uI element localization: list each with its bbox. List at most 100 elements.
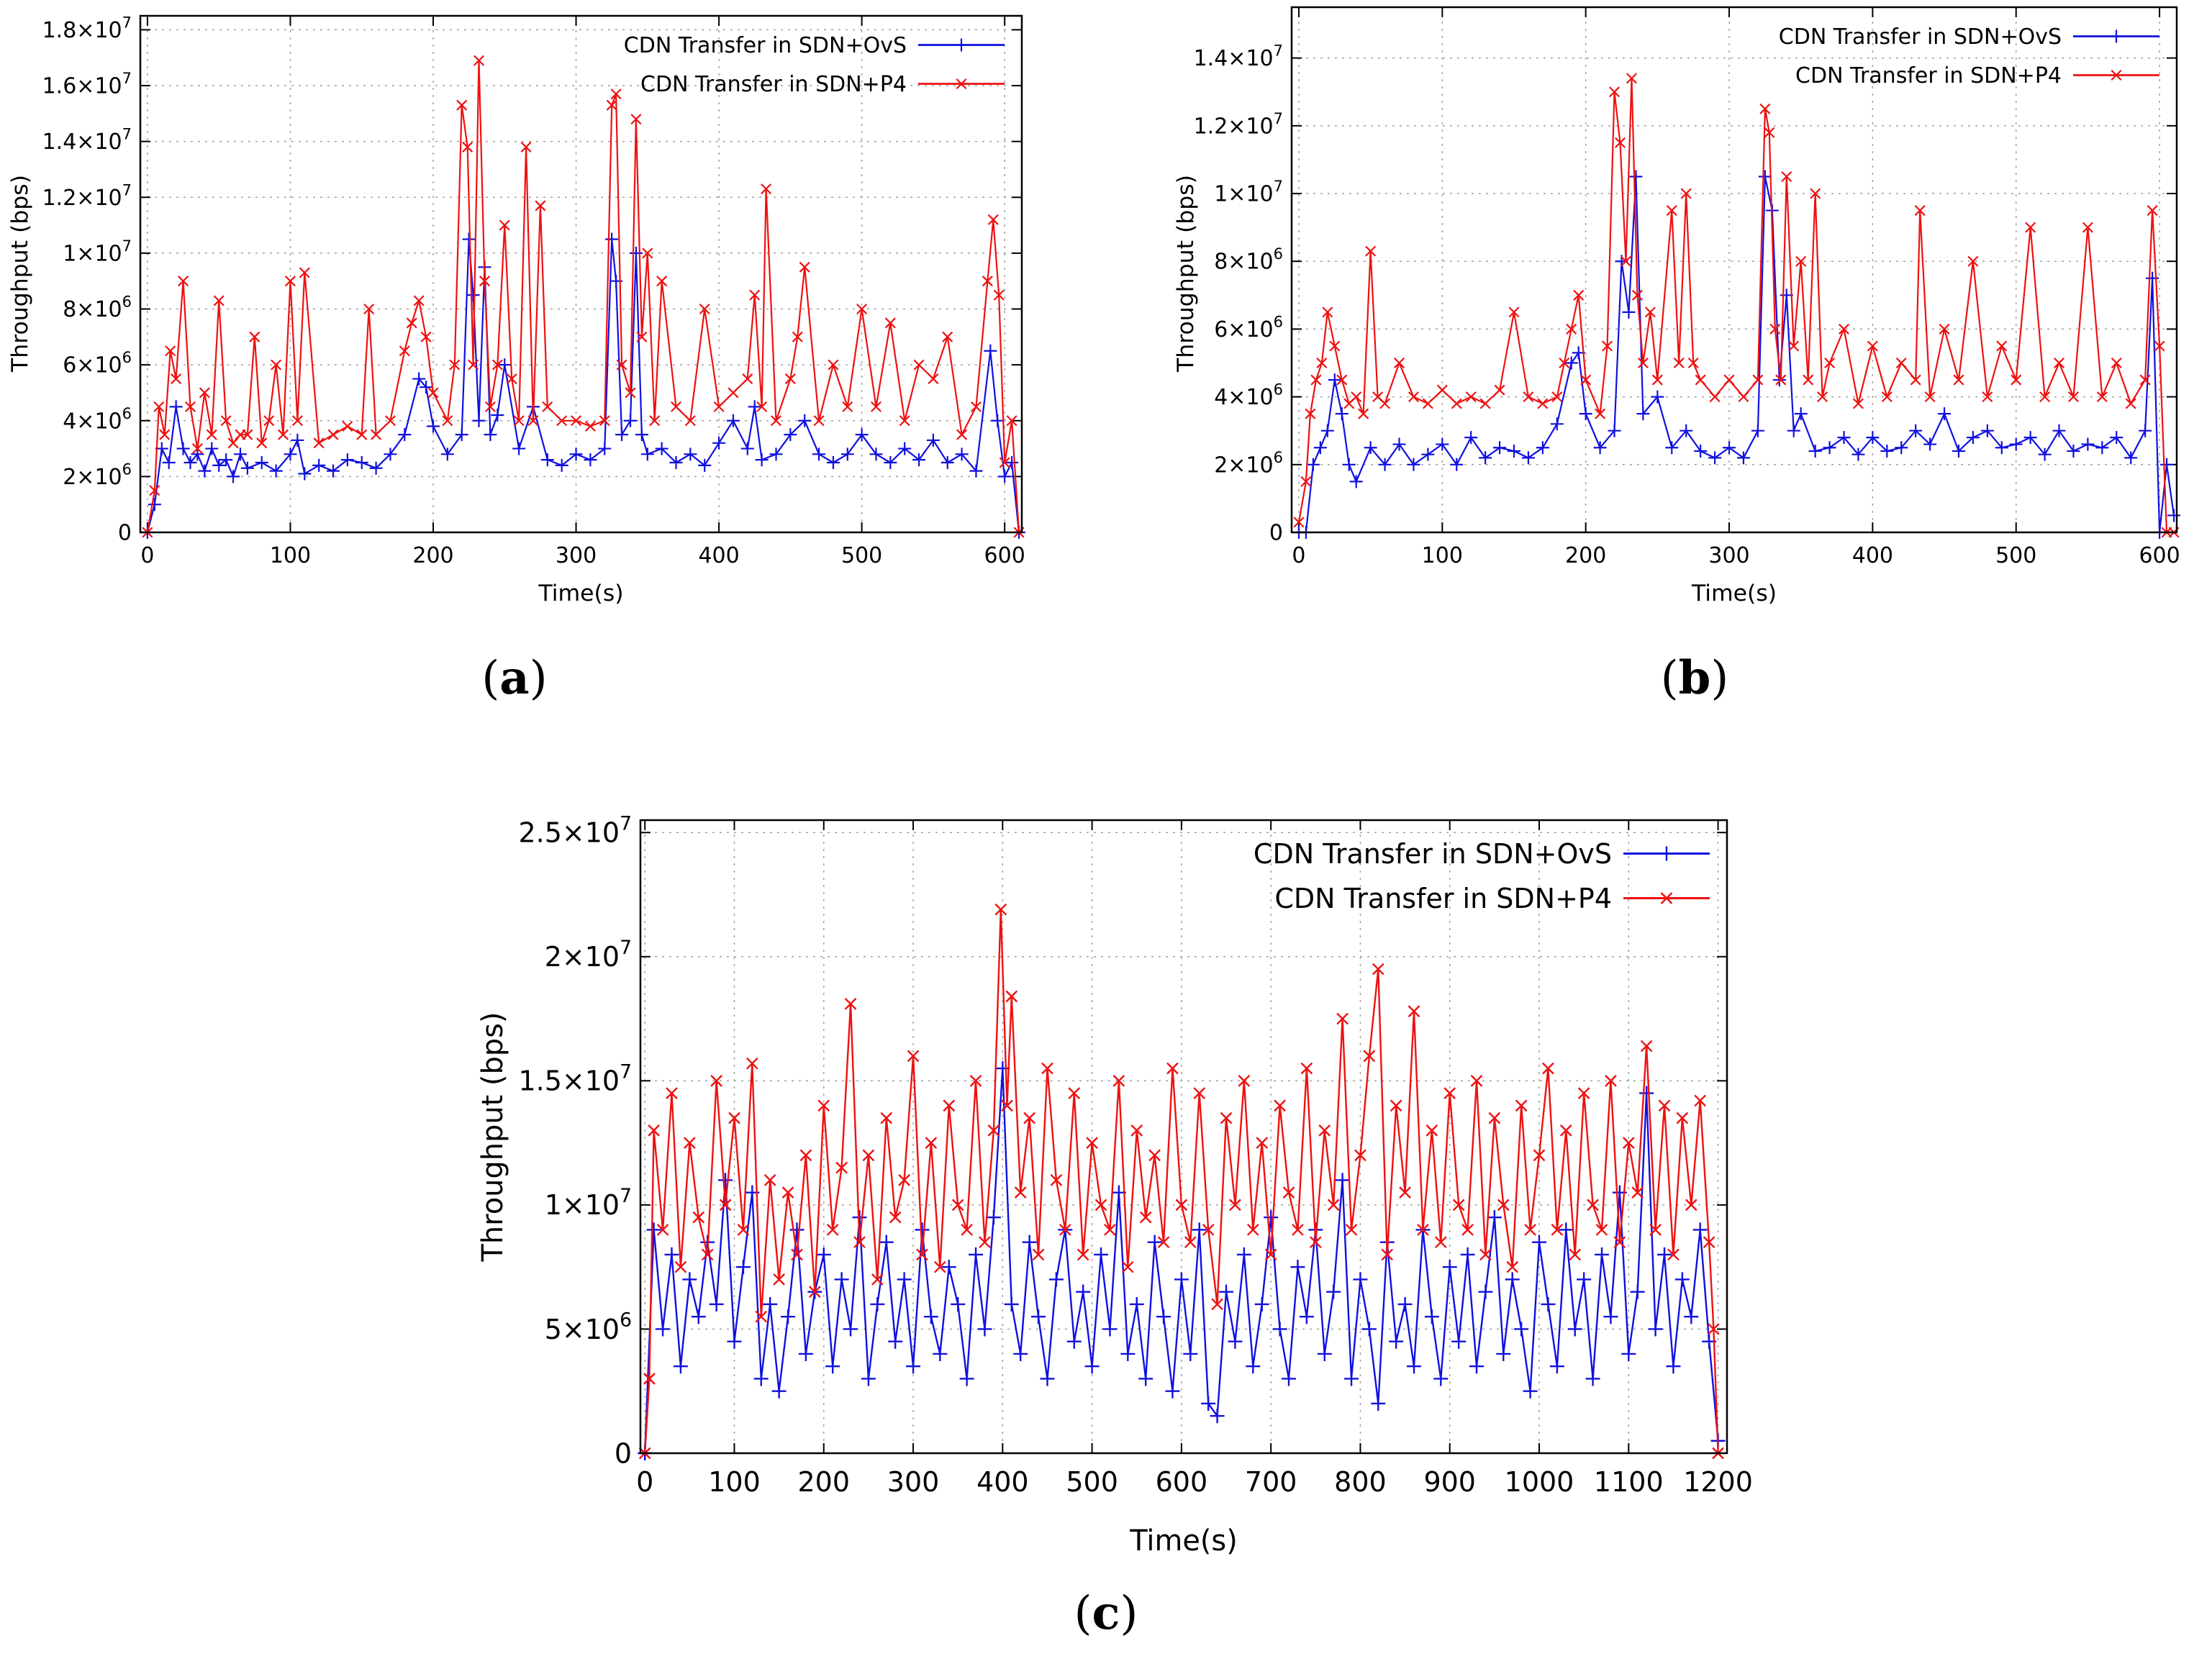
data-point (979, 1236, 991, 1249)
data-point (955, 447, 969, 461)
data-point (1378, 458, 1392, 471)
data-point (610, 88, 622, 100)
data-point (1399, 1186, 1411, 1199)
data-point (555, 458, 568, 472)
data-point (763, 1296, 778, 1311)
data-point (828, 359, 839, 370)
data-point (727, 387, 739, 399)
data-point (1587, 1199, 1599, 1211)
series-line-2 (146, 59, 1020, 533)
data-point (1952, 444, 1965, 458)
data-point (684, 1137, 696, 1149)
data-point (1602, 340, 1613, 352)
y-tick-label: 2×106 (1214, 449, 1283, 478)
data-point (1506, 1260, 1519, 1273)
data-point (255, 455, 268, 469)
data-point (636, 331, 648, 342)
data-point (256, 437, 268, 449)
data-point (1637, 357, 1649, 369)
data-point (468, 359, 479, 370)
data-point (1094, 1199, 1107, 1211)
data-point (1236, 1247, 1251, 1262)
data-point (491, 359, 503, 370)
data-point (984, 344, 997, 358)
data-point (233, 447, 247, 461)
data-point (649, 415, 661, 427)
x-tick-label: 900 (1423, 1466, 1476, 1498)
y-tick-label: 0 (118, 521, 132, 546)
data-point (455, 428, 468, 442)
data-point (710, 1075, 722, 1087)
data-point (692, 1211, 705, 1224)
x-tick-label: 1000 (1505, 1466, 1574, 1498)
data-point (1694, 1094, 1707, 1107)
data-point (719, 1199, 732, 1211)
data-point (1644, 306, 1656, 318)
data-point (1452, 1199, 1465, 1211)
x-tick-label: 600 (984, 543, 1025, 568)
x-tick-label: 400 (698, 543, 739, 568)
data-point (1417, 1224, 1429, 1236)
data-point (684, 415, 696, 427)
data-point (2082, 222, 2093, 233)
data-point (897, 1272, 912, 1287)
data-point (1264, 1210, 1279, 1225)
data-point (340, 453, 354, 467)
data-point (784, 373, 796, 385)
data-point (1433, 1371, 1449, 1386)
data-point (817, 1099, 830, 1112)
y-tick-label: 0 (615, 1437, 632, 1469)
data-point (923, 1309, 938, 1324)
data-point (298, 467, 312, 481)
data-point (1673, 357, 1685, 369)
data-point (1358, 408, 1369, 419)
data-point (682, 1272, 697, 1287)
x-tick-label: 800 (1334, 1466, 1387, 1498)
data-point (1442, 1260, 1457, 1275)
data-point (1139, 1211, 1152, 1224)
data-point (630, 114, 642, 125)
data-point (781, 1186, 794, 1199)
data-point (427, 387, 439, 399)
data-point (1076, 1284, 1091, 1299)
data-point (943, 1099, 956, 1112)
data-point (1524, 1224, 1536, 1236)
data-point (369, 461, 383, 475)
data-point (184, 401, 196, 412)
data-point (642, 247, 653, 259)
chart-b: 0 100 200 300 400 500 600 0 2×106 4×106 6×106 8×106… (1173, 6, 2181, 606)
data-point (1567, 1322, 1582, 1337)
data-point (933, 1260, 946, 1273)
data-point (263, 415, 275, 427)
data-point (1781, 171, 1792, 183)
data-point (1640, 1040, 1653, 1052)
data-point (278, 429, 289, 440)
data-point (1573, 289, 1585, 301)
data-point (1685, 1199, 1697, 1211)
data-point (1335, 1173, 1350, 1188)
data-point (1508, 306, 1520, 318)
data-point (520, 141, 532, 153)
data-point (484, 401, 496, 412)
x-tick-label: 100 (708, 1466, 761, 1498)
data-point (1626, 73, 1637, 84)
data-point (1470, 1075, 1483, 1087)
legend-label: CDN Transfer in SDN+OvS (1779, 24, 2062, 50)
y-tick-label: 8×106 (1214, 245, 1283, 275)
y-tick-label: 4×106 (63, 405, 132, 435)
data-point (1687, 357, 1699, 369)
data-point (569, 447, 583, 461)
data-point (771, 1383, 787, 1399)
data-point (898, 1174, 910, 1186)
data-point (1094, 1247, 1109, 1262)
data-point (784, 428, 797, 442)
data-point (1336, 1012, 1348, 1025)
data-point (599, 415, 610, 427)
data-point (2023, 431, 2037, 445)
data-point (2125, 398, 2136, 409)
data-point (1317, 1346, 1332, 1361)
data-point (1104, 1224, 1116, 1236)
data-point (961, 1224, 973, 1236)
y-axis-label: Throughput (bps) (7, 175, 33, 373)
data-point (763, 1174, 776, 1186)
